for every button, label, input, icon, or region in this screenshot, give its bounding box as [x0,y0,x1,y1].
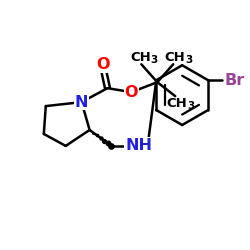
Text: 3: 3 [185,55,192,65]
Text: 3: 3 [150,55,158,65]
Text: CH: CH [165,51,186,64]
Text: Br: Br [225,73,245,88]
Text: NH: NH [126,138,153,154]
Text: O: O [125,85,138,100]
Text: CH: CH [167,96,188,110]
Text: O: O [96,57,109,72]
Text: N: N [75,94,88,110]
Text: CH: CH [130,51,151,64]
Text: 3: 3 [187,101,194,111]
